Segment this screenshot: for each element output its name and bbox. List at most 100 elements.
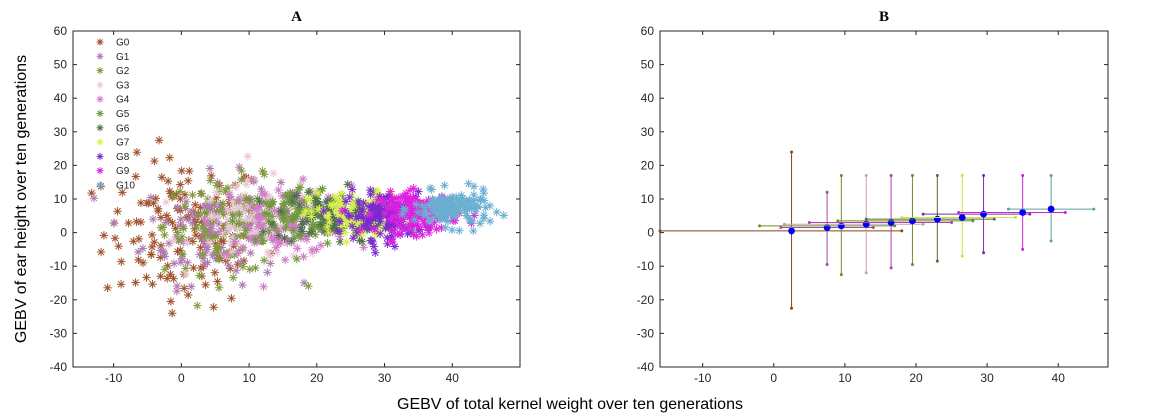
legend-marker — [96, 181, 104, 189]
data-point — [308, 220, 317, 230]
data-point — [264, 209, 274, 219]
data-point — [278, 215, 288, 225]
data-point — [134, 234, 144, 244]
data-point — [479, 188, 488, 198]
data-point — [481, 203, 490, 212]
data-point — [313, 189, 322, 198]
data-point — [191, 230, 201, 240]
data-point — [142, 273, 151, 282]
data-point — [441, 223, 450, 232]
errorbar-cap — [1021, 173, 1025, 177]
data-point — [499, 211, 508, 220]
data-point — [410, 215, 419, 224]
errorbar-cap — [982, 173, 986, 177]
data-point — [466, 215, 475, 225]
legend-item: G5 — [96, 109, 130, 120]
data-point — [223, 215, 232, 224]
data-point — [302, 217, 312, 226]
data-point — [267, 200, 277, 210]
legend-marker — [96, 52, 104, 60]
data-point — [233, 225, 242, 234]
data-point — [169, 259, 179, 268]
data-point — [210, 268, 220, 277]
x-tick-label: 10 — [838, 371, 852, 385]
data-point — [168, 236, 178, 245]
x-tick-label: 0 — [178, 371, 185, 385]
data-point — [357, 212, 366, 222]
data-point — [131, 172, 140, 181]
data-point — [173, 228, 182, 237]
data-point — [280, 211, 290, 221]
errorbar-cap — [779, 226, 783, 230]
errorbar-cap — [957, 210, 961, 214]
data-point — [240, 190, 250, 200]
data-point — [150, 237, 159, 247]
data-point — [397, 224, 406, 234]
data-point — [193, 301, 202, 310]
legend-label: G7 — [116, 138, 130, 149]
legend-item: G10 — [96, 181, 135, 192]
errorbar-g10 — [1006, 173, 1096, 243]
errorbar-g6 — [864, 173, 996, 263]
data-point — [300, 210, 309, 219]
data-point — [163, 176, 173, 186]
errorbar-cap — [836, 219, 840, 223]
data-point — [307, 207, 316, 216]
data-point — [375, 229, 385, 238]
errorbar-cap — [1049, 173, 1053, 177]
data-point — [134, 255, 143, 265]
data-point — [235, 210, 244, 219]
data-point — [274, 185, 283, 195]
data-point — [147, 242, 157, 252]
legend-item: G7 — [96, 138, 130, 149]
errorbar-cap — [782, 222, 786, 226]
errorbar-cap — [960, 254, 964, 258]
data-point — [160, 265, 170, 274]
data-point — [386, 187, 395, 196]
data-point — [438, 207, 447, 217]
data-point — [364, 224, 374, 234]
data-point — [356, 225, 366, 235]
data-point — [399, 204, 408, 213]
data-point — [381, 223, 390, 233]
data-point — [213, 277, 222, 286]
data-point — [437, 193, 446, 202]
data-point — [304, 281, 313, 291]
data-point — [232, 182, 241, 191]
data-point — [187, 282, 196, 291]
errorbar-cap — [1028, 212, 1032, 216]
data-point — [278, 191, 287, 201]
errorbar-cap — [992, 217, 996, 221]
data-point — [293, 244, 302, 253]
data-point — [369, 242, 379, 251]
data-point — [116, 280, 126, 289]
data-point — [190, 200, 200, 210]
data-point — [243, 175, 252, 184]
y-tick-label: -30 — [50, 326, 68, 340]
data-point — [156, 223, 166, 232]
y-tick-label: 60 — [641, 24, 655, 38]
mean-point — [909, 217, 916, 225]
data-point — [427, 222, 436, 232]
data-point — [183, 176, 193, 186]
data-point — [267, 232, 276, 242]
data-point — [298, 174, 308, 184]
data-point — [207, 171, 216, 181]
legend-label: G6 — [116, 123, 130, 134]
errorbar-cap — [658, 229, 662, 233]
y-axis-title: GEBV of ear height over ten generations — [13, 55, 30, 343]
data-point — [466, 200, 476, 209]
legend-marker — [96, 167, 104, 175]
legend-item: G2 — [96, 66, 130, 77]
data-point — [224, 261, 233, 270]
errorbar-cap — [921, 212, 925, 216]
data-point — [391, 230, 401, 239]
data-point — [175, 194, 185, 204]
data-point — [455, 226, 464, 235]
y-tick-label: 0 — [60, 226, 67, 240]
data-point — [340, 228, 350, 237]
legend-item: G4 — [96, 95, 130, 106]
errorbar-cap — [871, 226, 875, 230]
data-point — [323, 238, 332, 248]
errorbar-g0 — [658, 150, 904, 310]
